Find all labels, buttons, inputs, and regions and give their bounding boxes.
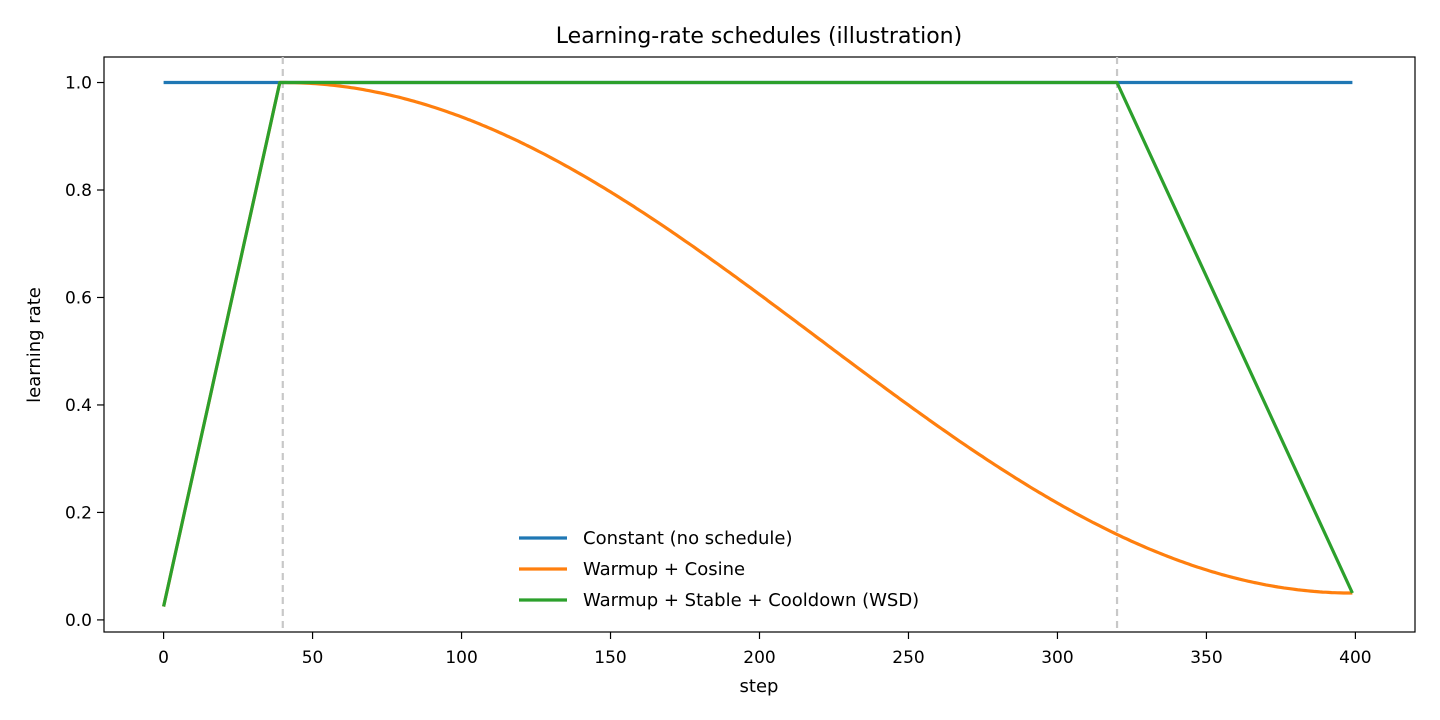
legend-label-2: Warmup + Stable + Cooldown (WSD) [583, 590, 919, 611]
x-ticks: 0 50 100 150 200 250 300 350 400 [158, 632, 1372, 668]
x-tick-label: 100 [445, 648, 477, 668]
x-tick-label: 300 [1041, 648, 1073, 668]
y-tick-label: 0.0 [65, 611, 92, 631]
y-tick-label: 0.4 [65, 396, 92, 416]
x-tick-label: 50 [302, 648, 324, 668]
series-lines [162, 80, 1354, 607]
series-line-2 [162, 80, 1354, 607]
y-axis-label: learning rate [24, 287, 45, 403]
x-tick-label: 350 [1190, 648, 1222, 668]
y-ticks: 0.0 0.2 0.4 0.6 0.8 1.0 [65, 74, 104, 631]
legend: Constant (no schedule) Warmup + Cosine War… [519, 528, 919, 611]
y-tick-label: 1.0 [65, 74, 92, 94]
x-tick-label: 250 [892, 648, 924, 668]
x-tick-label: 0 [158, 648, 169, 668]
x-tick-label: 150 [594, 648, 626, 668]
x-axis-label: step [740, 676, 779, 697]
y-tick-label: 0.6 [65, 288, 92, 308]
x-tick-label: 200 [743, 648, 775, 668]
legend-label-0: Constant (no schedule) [583, 528, 793, 549]
y-tick-label: 0.8 [65, 181, 92, 201]
chart-title: Learning-rate schedules (illustration) [556, 24, 962, 49]
x-tick-label: 400 [1339, 648, 1371, 668]
series-line-1 [162, 80, 1353, 607]
y-tick-label: 0.2 [65, 503, 92, 523]
legend-label-1: Warmup + Cosine [583, 559, 745, 580]
